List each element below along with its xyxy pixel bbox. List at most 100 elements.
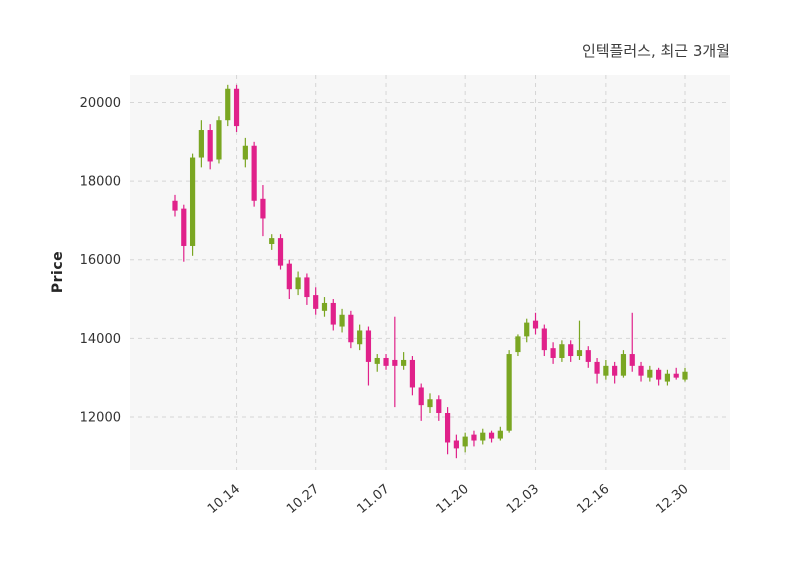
candle [313,287,319,315]
candle-body [568,344,574,357]
candle-body [392,359,398,366]
candle-body [436,399,442,414]
x-tick-label: 11.20 [434,482,472,517]
candle-body [603,365,609,376]
candle [198,120,204,168]
candle-body [585,350,591,362]
candle [585,346,591,368]
candle [664,369,671,386]
candle [260,185,266,237]
candle [330,299,336,331]
candle-body [559,344,565,358]
candle [357,324,363,351]
candle-body [260,198,266,219]
candle [515,334,521,357]
x-tick-label: 12.03 [504,482,542,517]
candle [594,357,600,384]
candle [427,393,433,414]
candle-body [612,365,618,376]
candle [251,141,257,207]
candle [682,367,688,382]
candle-body [207,130,213,162]
candle-body [550,348,556,358]
candle-body [189,157,196,246]
candle-body [656,369,662,380]
candle-body [594,361,600,374]
candle [550,342,556,364]
candle-body [216,120,222,160]
candle-body [462,436,468,447]
candle [629,312,635,372]
candle [541,324,547,357]
candle-body [304,277,310,298]
candle [277,234,284,270]
candle-body [444,413,451,443]
candle-body [313,295,319,309]
candle-body [647,369,653,378]
candle [488,430,495,443]
candle [172,194,178,217]
candle-body [339,314,345,327]
candle [304,273,310,305]
candle-body [480,432,486,441]
candle-body [330,302,336,325]
candle [189,153,196,256]
candle [506,350,512,433]
candle-body [638,365,644,376]
candle [444,407,451,455]
y-tick-label: 14000 [80,332,121,347]
candle-body [418,387,424,406]
candle-body [515,336,521,353]
candle [471,430,477,447]
candle-body [673,373,679,378]
x-tick-label: 10.14 [205,482,243,517]
candle [638,361,644,382]
candle-body [286,263,292,290]
y-axis-label: Price [50,250,66,294]
candle [612,361,618,384]
candle [620,350,627,378]
candle-body [172,200,178,211]
candle-body [471,434,477,441]
candle-body [541,328,547,351]
candle-body [497,430,503,439]
candle-body [374,357,380,364]
candle [339,308,345,333]
candle [603,359,609,380]
candle [673,367,679,380]
x-tick-label: 11.07 [354,482,392,517]
candle-body [682,371,688,380]
candle [647,365,653,382]
candle [409,356,416,396]
candle [401,352,407,370]
candle-body [365,330,372,362]
chart-title: 인텍플러스, 최근 3개월 [581,42,730,60]
candle [225,84,231,127]
candle [418,383,424,421]
candle [295,271,301,296]
candle [392,316,398,408]
y-tick-label: 16000 [80,253,121,268]
candle [656,367,662,386]
x-tick-label: 12.16 [574,482,612,517]
candle-body [321,302,328,311]
candle [436,395,442,421]
candle [269,234,275,250]
y-tick-label: 18000 [80,175,121,190]
candle-body [295,277,301,290]
candle [286,259,292,300]
candle-body [664,373,671,382]
candle [207,124,213,170]
x-tick-label: 10.27 [284,482,322,517]
candle-body [576,350,583,357]
y-tick-label: 12000 [80,410,121,425]
candle-body [620,354,627,376]
candle [576,320,583,360]
candle-body [383,357,389,366]
candle [480,428,486,445]
candle-body [198,130,204,158]
candle-body [427,399,433,408]
y-tick-label: 20000 [80,96,121,111]
candle-body [524,322,530,337]
candle-body [233,88,240,127]
